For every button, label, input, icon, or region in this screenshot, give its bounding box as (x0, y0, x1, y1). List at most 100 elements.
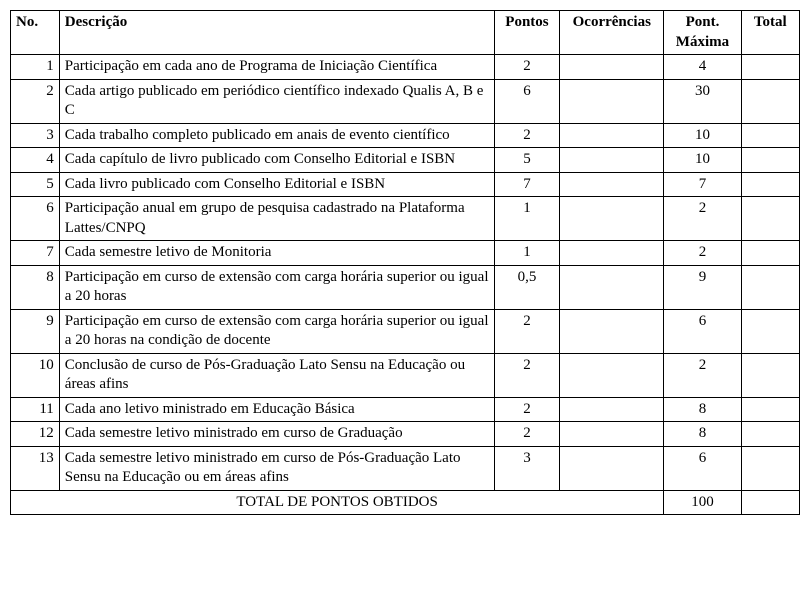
cell-total (741, 241, 799, 266)
cell-no: 2 (11, 79, 60, 123)
header-pont-maxima-l1: Pont. (686, 14, 720, 30)
cell-desc: Participação em curso de extensão com ca… (59, 309, 494, 353)
table-row: 1Participação em cada ano de Programa de… (11, 55, 800, 80)
cell-desc: Cada livro publicado com Conselho Editor… (59, 172, 494, 197)
table-footer-row: TOTAL DE PONTOS OBTIDOS 100 (11, 490, 800, 515)
cell-max: 4 (664, 55, 741, 80)
cell-desc: Conclusão de curso de Pós-Graduação Lato… (59, 353, 494, 397)
cell-ocorrencias (560, 148, 664, 173)
cell-pontos: 2 (494, 123, 560, 148)
cell-no: 1 (11, 55, 60, 80)
footer-label: TOTAL DE PONTOS OBTIDOS (11, 490, 664, 515)
header-descricao: Descrição (59, 11, 494, 55)
cell-total (741, 422, 799, 447)
cell-ocorrencias (560, 265, 664, 309)
footer-max: 100 (664, 490, 741, 515)
cell-desc: Cada ano letivo ministrado em Educação B… (59, 397, 494, 422)
cell-max: 8 (664, 397, 741, 422)
cell-max: 10 (664, 148, 741, 173)
footer-total (741, 490, 799, 515)
cell-no: 5 (11, 172, 60, 197)
table-row: 8Participação em curso de extensão com c… (11, 265, 800, 309)
cell-desc: Participação em cada ano de Programa de … (59, 55, 494, 80)
table-row: 7Cada semestre letivo de Monitoria1 2 (11, 241, 800, 266)
cell-total (741, 197, 799, 241)
table-row: 4Cada capítulo de livro publicado com Co… (11, 148, 800, 173)
header-pontos: Pontos (494, 11, 560, 55)
cell-max: 6 (664, 309, 741, 353)
cell-desc: Participação anual em grupo de pesquisa … (59, 197, 494, 241)
cell-pontos: 6 (494, 79, 560, 123)
cell-pontos: 7 (494, 172, 560, 197)
cell-desc: Cada capítulo de livro publicado com Con… (59, 148, 494, 173)
scoring-table: No. Descrição Pontos Ocorrências Pont. M… (10, 10, 800, 515)
header-pont-maxima-l2: Máxima (676, 34, 729, 50)
cell-max: 10 (664, 123, 741, 148)
cell-ocorrencias (560, 172, 664, 197)
table-row: 5Cada livro publicado com Conselho Edito… (11, 172, 800, 197)
cell-no: 13 (11, 446, 60, 490)
cell-ocorrencias (560, 197, 664, 241)
table-row: 12Cada semestre letivo ministrado em cur… (11, 422, 800, 447)
table-row: 3Cada trabalho completo publicado em ana… (11, 123, 800, 148)
cell-pontos: 2 (494, 55, 560, 80)
cell-ocorrencias (560, 309, 664, 353)
cell-desc: Cada semestre letivo ministrado em curso… (59, 422, 494, 447)
cell-pontos: 1 (494, 241, 560, 266)
table-row: 11Cada ano letivo ministrado em Educação… (11, 397, 800, 422)
cell-max: 30 (664, 79, 741, 123)
cell-total (741, 148, 799, 173)
cell-no: 10 (11, 353, 60, 397)
cell-total (741, 172, 799, 197)
table-row: 13Cada semestre letivo ministrado em cur… (11, 446, 800, 490)
cell-total (741, 353, 799, 397)
header-total: Total (741, 11, 799, 55)
table-row: 9Participação em curso de extensão com c… (11, 309, 800, 353)
cell-desc: Cada semestre letivo de Monitoria (59, 241, 494, 266)
cell-max: 2 (664, 241, 741, 266)
cell-pontos: 2 (494, 397, 560, 422)
cell-max: 6 (664, 446, 741, 490)
cell-desc: Cada trabalho completo publicado em anai… (59, 123, 494, 148)
cell-ocorrencias (560, 123, 664, 148)
cell-no: 6 (11, 197, 60, 241)
cell-total (741, 55, 799, 80)
cell-ocorrencias (560, 55, 664, 80)
cell-desc: Participação em curso de extensão com ca… (59, 265, 494, 309)
header-pont-maxima: Pont. Máxima (664, 11, 741, 55)
cell-no: 11 (11, 397, 60, 422)
cell-desc: Cada semestre letivo ministrado em curso… (59, 446, 494, 490)
cell-ocorrencias (560, 446, 664, 490)
cell-ocorrencias (560, 422, 664, 447)
cell-total (741, 309, 799, 353)
cell-pontos: 1 (494, 197, 560, 241)
cell-max: 8 (664, 422, 741, 447)
cell-pontos: 5 (494, 148, 560, 173)
cell-total (741, 79, 799, 123)
cell-total (741, 123, 799, 148)
table-row: 2Cada artigo publicado em periódico cien… (11, 79, 800, 123)
table-row: 6Participação anual em grupo de pesquisa… (11, 197, 800, 241)
cell-ocorrencias (560, 397, 664, 422)
cell-max: 9 (664, 265, 741, 309)
cell-ocorrencias (560, 353, 664, 397)
cell-total (741, 265, 799, 309)
cell-pontos: 3 (494, 446, 560, 490)
cell-max: 2 (664, 353, 741, 397)
cell-pontos: 2 (494, 309, 560, 353)
cell-no: 7 (11, 241, 60, 266)
cell-ocorrencias (560, 79, 664, 123)
cell-no: 9 (11, 309, 60, 353)
cell-no: 3 (11, 123, 60, 148)
cell-total (741, 397, 799, 422)
cell-total (741, 446, 799, 490)
cell-no: 4 (11, 148, 60, 173)
cell-pontos: 2 (494, 422, 560, 447)
header-ocorrencias: Ocorrências (560, 11, 664, 55)
cell-no: 8 (11, 265, 60, 309)
cell-pontos: 2 (494, 353, 560, 397)
cell-pontos: 0,5 (494, 265, 560, 309)
cell-no: 12 (11, 422, 60, 447)
cell-desc: Cada artigo publicado em periódico cient… (59, 79, 494, 123)
cell-max: 2 (664, 197, 741, 241)
